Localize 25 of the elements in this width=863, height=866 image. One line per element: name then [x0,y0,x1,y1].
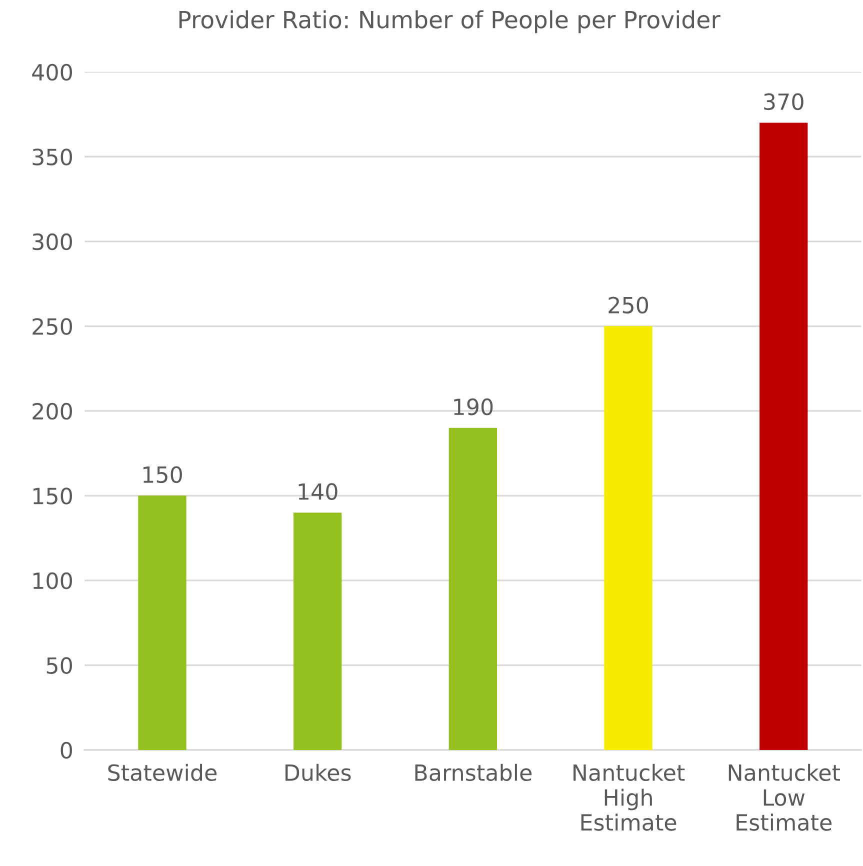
bar [760,122,808,750]
x-tick-label: Statewide [108,764,217,782]
x-tick-label: Nantucket High Estimate [574,764,685,831]
y-tick-label: 250 [32,318,72,335]
bar [294,512,342,750]
y-tick-label: 300 [32,233,72,250]
data-label: 370 [764,93,804,110]
y-tick-label: 0 [60,742,72,759]
x-tick-label: Dukes [286,764,351,782]
bar [138,496,186,750]
y-tick-label: 350 [32,148,72,166]
y-tick-label: 150 [33,488,72,504]
x-tick-label: Barnstable [415,764,532,782]
data-label: 190 [454,398,493,416]
data-label: 140 [298,483,338,500]
bar [448,428,497,750]
y-tick-label: 400 [32,64,72,81]
data-label: 250 [608,296,648,314]
bar [604,326,652,750]
y-tick-label: 100 [33,572,72,590]
data-label: 150 [143,466,182,484]
x-tick-label: Nantucket Low Estimate [728,764,840,831]
y-tick-label: 200 [32,402,72,420]
chart-title: Provider Ratio: Number of People per Provider [179,10,720,34]
y-tick-label: 50 [46,657,72,674]
